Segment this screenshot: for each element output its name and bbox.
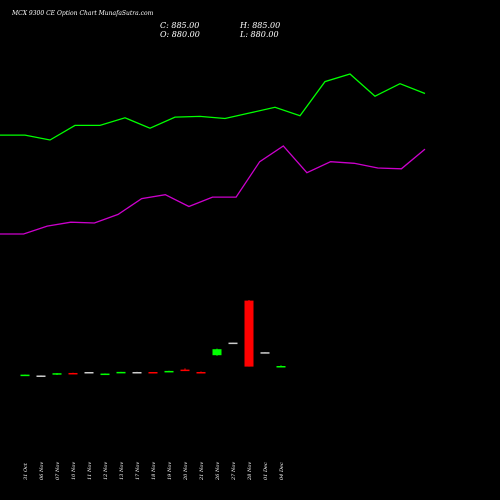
candle-body [148,372,158,374]
candle-body [36,375,46,377]
candle-body [228,342,238,345]
x-axis-ticks: 31 Oct 06 Nov 07 Nov 10 Nov 11 Nov 12 Nov 13 N… [23,462,285,481]
candle-body [244,300,254,367]
x-tick-label: 01 Dec [263,462,269,480]
candle-body [68,372,78,375]
x-tick-label: 10 Nov [71,462,77,480]
x-tick-label: 17 Nov [135,462,141,480]
x-tick-label: 19 Nov [167,462,173,480]
candle-body [116,371,126,374]
candle-body [180,369,190,372]
candle-body [84,372,94,374]
x-tick-label: 31 Oct [23,462,29,480]
candle-body [52,373,62,375]
x-tick-label: 12 Nov [103,462,109,480]
candle-body [132,372,142,374]
x-tick-label: 28 Nov [247,462,253,481]
x-tick-label: 06 Nov [39,462,45,480]
high-price-label: H: 885.00 [240,21,281,30]
low-price-label: L: 880.00 [240,30,279,39]
x-tick-label: 07 Nov [55,462,61,480]
band-lines [0,73,426,235]
x-tick-label: 27 Nov [231,462,237,481]
close-price-label: C: 885.00 [160,21,200,30]
candle-body [164,370,174,373]
x-tick-label: 04 Dec [279,462,285,480]
open-price-label: O: 880.00 [160,30,200,39]
candles [20,300,286,377]
candle-body [276,366,286,368]
x-tick-label: 13 Nov [119,462,125,480]
candle-body [196,372,206,374]
x-tick-label: 21 Nov [199,462,205,481]
candle-body [20,374,30,377]
x-tick-label: 11 Nov [87,462,93,480]
x-tick-label: 26 Nov [215,462,221,481]
chart-title: MCX 9300 CE Option Chart MunafaSutra.com [12,10,154,17]
candle-body [212,349,222,356]
candle-body [260,352,270,354]
candle-body [100,373,110,376]
upper-band-line [0,73,426,141]
x-tick-label: 18 Nov [151,462,157,480]
x-tick-label: 20 Nov [183,462,189,481]
lower-band-line [0,145,426,235]
